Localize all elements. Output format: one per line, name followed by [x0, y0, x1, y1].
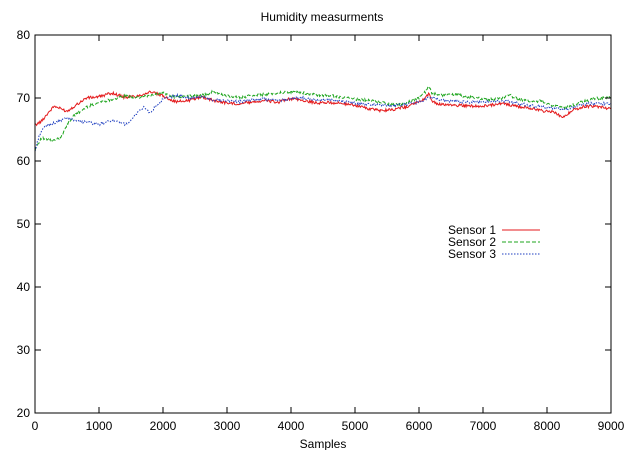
- x-tick-label: 6000: [406, 419, 433, 433]
- x-tick-label: 8000: [534, 419, 561, 433]
- series-line-sensor-2: [35, 85, 611, 152]
- plot-area-frame: [34, 34, 612, 414]
- x-tick-label: 3000: [214, 419, 241, 433]
- x-tick-label: 9000: [598, 419, 625, 433]
- chart-title: Humidity measurments: [261, 10, 384, 24]
- y-tick-label: 30: [17, 343, 31, 357]
- x-axis-label: Samples: [300, 437, 347, 450]
- y-tick-label: 20: [17, 406, 31, 420]
- x-tick-label: 5000: [342, 419, 369, 433]
- legend-label-sensor-3: Sensor 3: [448, 247, 496, 261]
- y-tick-label: 50: [17, 217, 31, 231]
- legend-label-sensor-1: Sensor 1: [448, 223, 496, 237]
- x-tick-label: 0: [32, 419, 39, 433]
- y-tick-label: 40: [17, 280, 31, 294]
- legend-label-sensor-2: Sensor 2: [448, 235, 496, 249]
- series-line-sensor-1: [35, 90, 611, 127]
- y-tick-label: 60: [17, 154, 31, 168]
- y-tick-label: 80: [17, 28, 31, 42]
- series-line-sensor-3: [35, 92, 611, 152]
- x-tick-label: 4000: [278, 419, 305, 433]
- x-tick-label: 2000: [150, 419, 177, 433]
- y-tick-label: 70: [17, 91, 31, 105]
- x-tick-label: 7000: [470, 419, 497, 433]
- x-tick-label: 1000: [86, 419, 113, 433]
